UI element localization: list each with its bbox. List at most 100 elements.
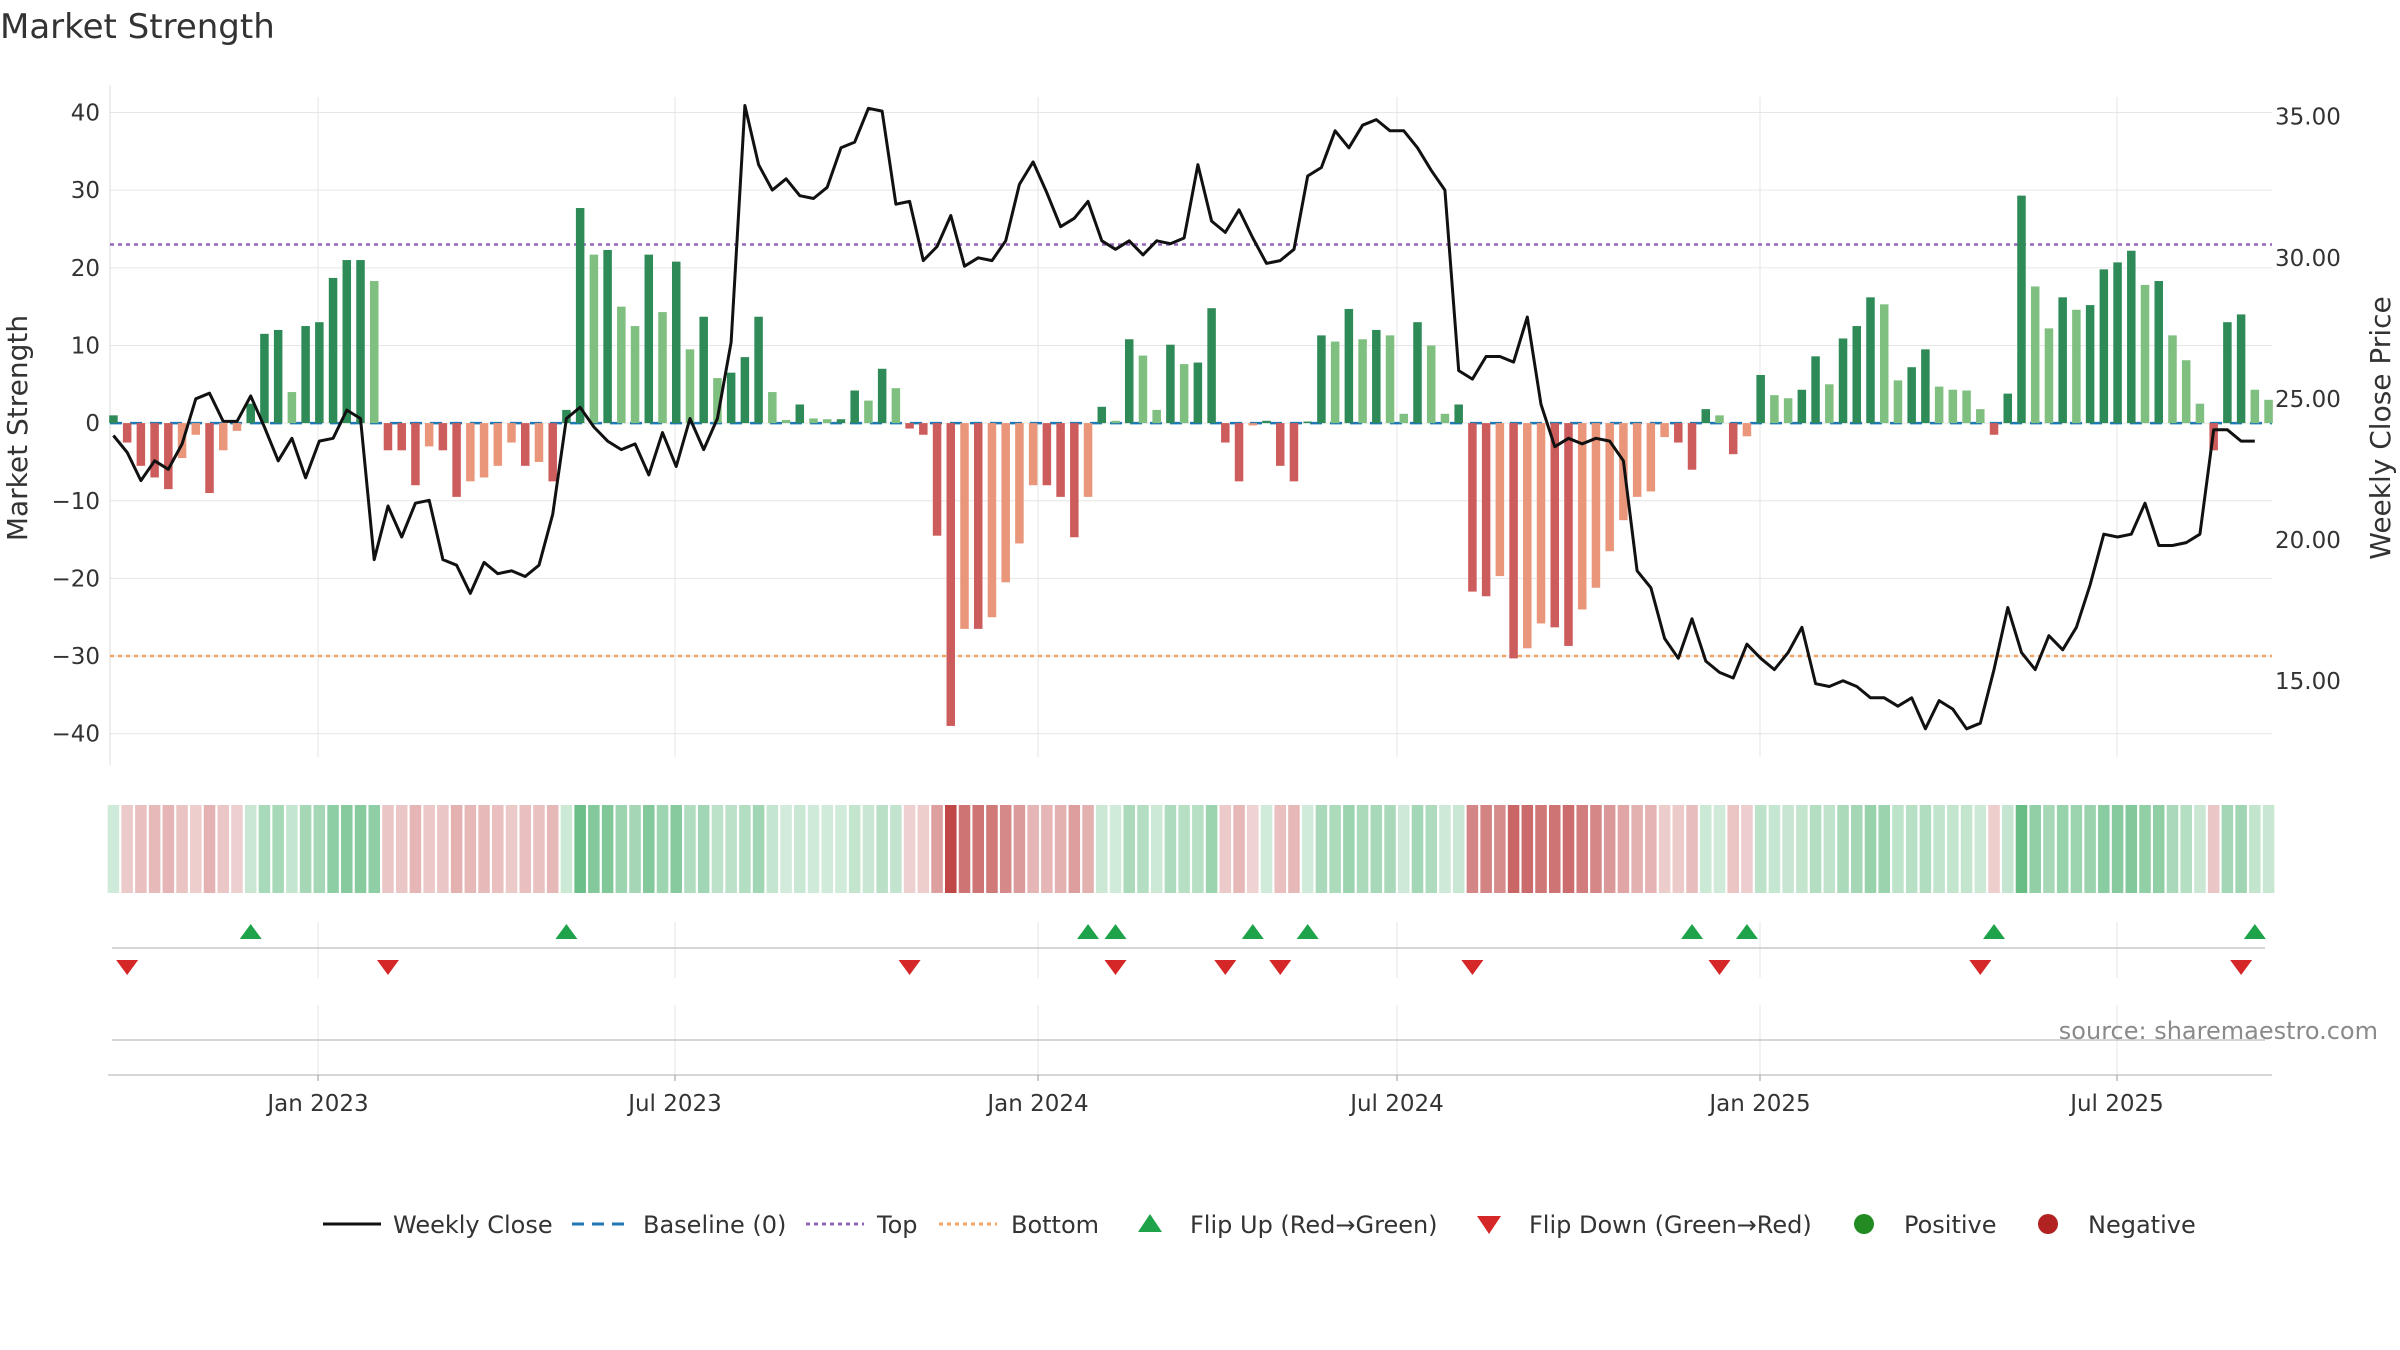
- strength-bar: [1646, 423, 1656, 492]
- strip-cell: [1137, 805, 1149, 893]
- strip-cell: [1329, 805, 1341, 893]
- strip-cell: [1192, 805, 1204, 893]
- strip-cell: [876, 805, 888, 893]
- strip-cell: [1741, 805, 1753, 893]
- strength-bar: [232, 423, 242, 431]
- strip-cell: [135, 805, 147, 893]
- strength-bar: [438, 423, 448, 451]
- strength-bar: [891, 388, 901, 424]
- strength-bar: [905, 423, 914, 429]
- strength-bar: [1330, 341, 1340, 424]
- legend-label: Baseline (0): [643, 1211, 786, 1239]
- strength-bar: [136, 423, 146, 466]
- legend-swatch: [1138, 1214, 1162, 1232]
- strength-bar: [740, 357, 750, 424]
- empty-panel: [108, 1005, 2272, 1076]
- strip-cell: [231, 805, 243, 893]
- strip-cell: [1823, 805, 1836, 893]
- strip-cell: [697, 805, 710, 893]
- y-tick-label: −10: [51, 489, 100, 515]
- strip-cell: [2043, 805, 2055, 893]
- strength-bar: [1783, 398, 1793, 424]
- strength-bar: [397, 423, 406, 451]
- strip-cell: [1178, 805, 1190, 893]
- strength-bar: [987, 423, 997, 618]
- strength-bar: [1248, 423, 1258, 426]
- strength-bar: [1166, 344, 1175, 424]
- strip-cell: [1466, 805, 1479, 893]
- strength-bar: [1536, 423, 1546, 624]
- strip-cell: [1713, 805, 1726, 893]
- strip-cell: [464, 805, 477, 893]
- strip-cell: [1054, 805, 1067, 893]
- flip-up-marker: [555, 924, 578, 939]
- strip-cell: [972, 805, 984, 893]
- strip-cell: [1768, 805, 1781, 893]
- legend-label: Top: [876, 1211, 918, 1239]
- strip-cell: [2125, 805, 2138, 893]
- strength-bar: [1070, 423, 1079, 538]
- strength-bar: [822, 419, 832, 424]
- strength-bar: [1550, 423, 1560, 628]
- y-tick-label: 30: [71, 178, 100, 204]
- flip-up-marker: [1241, 924, 1264, 939]
- strip-cell: [1123, 805, 1135, 893]
- strip-cell: [945, 805, 957, 893]
- strip-cell: [1260, 805, 1273, 893]
- chart-title: Market Strength: [0, 7, 275, 47]
- strip-cell: [1027, 805, 1039, 893]
- strip-cell: [176, 805, 188, 893]
- strength-bar: [356, 260, 365, 424]
- strength-bar: [1275, 423, 1285, 466]
- strip-cell: [1864, 805, 1877, 893]
- x-tick-label: Jul 2025: [2068, 1091, 2164, 1117]
- strip-cell: [1686, 805, 1698, 893]
- strength-bar: [287, 392, 297, 424]
- strength-bar: [1468, 423, 1477, 592]
- strength-bar: [1577, 423, 1587, 610]
- strength-bar: [424, 423, 434, 447]
- strip-cell: [546, 805, 559, 893]
- strength-bar: [932, 423, 942, 536]
- strength-bar: [1111, 420, 1120, 424]
- strength-bar: [507, 423, 516, 443]
- strength-bar: [122, 423, 132, 443]
- strength-bar: [1344, 308, 1354, 424]
- strength-bar: [493, 423, 503, 466]
- strength-bar: [246, 403, 255, 424]
- strength-bar: [1262, 420, 1271, 424]
- strength-bar: [1385, 335, 1395, 424]
- weekly-close-layer: [112, 104, 2255, 731]
- flip-down-marker: [376, 960, 399, 975]
- strip-cell: [437, 805, 449, 893]
- strip-cell: [258, 805, 271, 893]
- strip-cell: [450, 805, 463, 893]
- strength-bar: [1138, 355, 1148, 424]
- strength-bar: [658, 312, 667, 424]
- strength-bar: [1893, 380, 1903, 424]
- strength-bar: [2085, 305, 2095, 424]
- flip-down-marker: [1269, 960, 1292, 975]
- strength-bar: [164, 423, 173, 490]
- strength-bar: [850, 390, 859, 424]
- y-axis-label: Market Strength: [1, 315, 34, 541]
- strip-cell: [1301, 805, 1314, 893]
- strip-cell: [1576, 805, 1588, 893]
- strength-bar: [1674, 423, 1683, 443]
- strip-cell: [1878, 805, 1890, 893]
- flip-down-marker: [1708, 960, 1731, 975]
- strength-bar: [1221, 423, 1230, 443]
- strength-bar: [1591, 423, 1601, 588]
- strip-cell: [560, 805, 573, 893]
- strip-cell: [917, 805, 930, 893]
- x-tick-label: Jan 2023: [265, 1091, 368, 1117]
- x-axis-ticks: Jan 2023 Jul 2023 Jan 2024 Jul 2024 Jan 2025…: [265, 1075, 2164, 1117]
- strength-bar: [1907, 367, 1916, 424]
- x-tick-label: Jul 2024: [1348, 1091, 1444, 1117]
- strength-bar: [2003, 393, 2013, 424]
- strip-cell: [2180, 805, 2192, 893]
- strip-cell: [739, 805, 751, 893]
- strip-cell: [601, 805, 614, 893]
- y-tick-label: 10: [71, 333, 100, 359]
- strip-cell: [588, 805, 600, 893]
